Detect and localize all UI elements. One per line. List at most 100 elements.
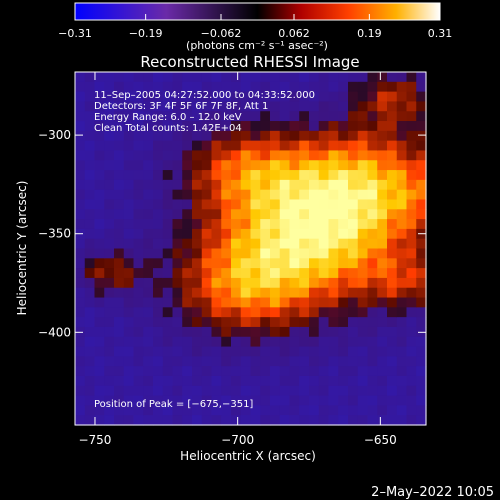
heatmap-cell [416,277,427,289]
heatmap-cell [309,336,320,348]
heatmap-cell [318,199,330,210]
heatmap-cell [387,189,398,201]
heatmap-cell [240,170,252,181]
heatmap-cell [201,258,213,269]
heatmap-cell [406,287,417,299]
heatmap-cell [240,228,252,240]
heatmap-cell [377,287,388,299]
heatmap-cell [318,346,330,357]
heatmap-cell [240,150,252,161]
heatmap-cell [162,179,174,191]
heatmap-cell [153,72,164,83]
heatmap-cell [260,111,271,122]
heatmap-cell [221,91,232,103]
heatmap-cell [182,405,193,416]
heatmap-cell [357,375,369,387]
heatmap-cell [240,375,252,387]
heatmap-cell [84,268,96,279]
heatmap-cell [104,170,115,181]
heatmap-cell [133,366,144,377]
heatmap-cell [162,130,174,142]
heatmap-cell [153,189,164,201]
heatmap-cell [123,297,135,308]
heatmap-cell [406,395,417,406]
heatmap-cell [309,179,320,191]
heatmap-cell [114,81,125,93]
heatmap-cell [348,140,359,152]
heatmap-cell [270,356,281,367]
heatmap-cell [416,179,427,191]
heatmap-cell [299,258,310,269]
heatmap-cell [328,317,339,328]
heatmap-cell [328,268,339,279]
heatmap-cell [94,258,105,269]
heatmap-cell [348,326,359,338]
heatmap-cell [114,72,125,83]
heatmap-cell [104,209,115,220]
heatmap-cell [143,297,154,308]
heatmap-cell [211,395,222,406]
heatmap-cell [387,199,398,210]
heatmap-cell [348,277,359,289]
heatmap-cell [250,385,261,397]
heatmap-cell [123,219,135,230]
heatmap-cell [94,366,105,377]
heatmap-cell [299,268,310,279]
heatmap-cell [279,238,291,250]
heatmap-cell [250,199,261,210]
heatmap-cell [299,317,310,328]
heatmap-cell [182,209,193,220]
heatmap-cell [221,189,232,201]
heatmap-cell [377,228,388,240]
heatmap-cell [338,346,349,357]
heatmap-cell [221,346,232,357]
heatmap-cell [75,140,86,152]
heatmap-cell [309,375,320,387]
heatmap-cell [84,101,96,112]
heatmap-cell [387,326,398,338]
heatmap-cell [338,228,349,240]
heatmap-cell [328,395,339,406]
heatmap-cell [231,160,242,171]
heatmap-cell [309,346,320,357]
heatmap-cell [231,199,242,210]
heatmap-cell [299,91,310,103]
footer-date: 2–May–2022 10:05 [371,485,494,500]
heatmap-cell [387,415,398,426]
heatmap-cell [250,170,261,181]
heatmap-cell [94,307,105,318]
heatmap-cell [270,277,281,289]
heatmap-cell [348,268,359,279]
heatmap-cell [211,81,222,93]
heatmap-cell [75,268,86,279]
heatmap-cell [94,317,105,328]
heatmap-cell [172,307,183,318]
heatmap-cell [123,179,135,191]
heatmap-cell [114,150,125,161]
heatmap-cell [231,277,242,289]
heatmap-cell [396,238,408,250]
heatmap-cell [416,111,427,122]
heatmap-cell [348,346,359,357]
heatmap-cell [357,189,369,201]
heatmap-cell [279,385,291,397]
heatmap-cell [104,228,115,240]
heatmap-cell [123,140,135,152]
heatmap-cell [75,366,86,377]
heatmap-cell [396,326,408,338]
heatmap-cell [162,209,174,220]
heatmap-cell [338,101,349,112]
heatmap-cell [416,170,427,181]
heatmap-cell [94,326,105,338]
heatmap-cell [387,356,398,367]
heatmap-cell [201,248,213,259]
heatmap-cell [377,277,388,289]
heatmap-cell [387,307,398,318]
heatmap-cell [240,336,252,348]
heatmap-cell [221,415,232,426]
heatmap-cell [75,170,86,181]
heatmap-cell [75,346,86,357]
heatmap-cell [387,258,398,269]
heatmap-cell [104,297,115,308]
heatmap-cell [367,415,378,426]
